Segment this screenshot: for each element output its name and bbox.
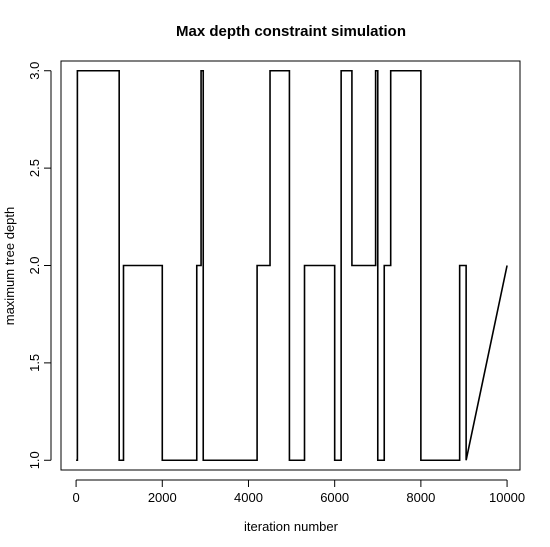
- x-axis: 0 2000 4000 6000 8000 10000: [72, 479, 525, 505]
- x-tick-label: 8000: [406, 490, 435, 505]
- x-tick-label: 2000: [148, 490, 177, 505]
- y-tick-label: 3.0: [27, 62, 42, 80]
- y-tick-label: 1.5: [27, 354, 42, 372]
- x-axis-label: iteration number: [244, 519, 339, 534]
- y-tick-label: 2.5: [27, 159, 42, 177]
- chart-title: Max depth constraint simulation: [176, 23, 406, 40]
- y-axis-label: maximum tree depth: [2, 207, 17, 326]
- max-depth-series-line: [76, 69, 508, 462]
- x-tick-label: 0: [72, 490, 79, 505]
- plot-frame: [60, 60, 521, 471]
- x-tick-label: 10000: [489, 490, 525, 505]
- x-tick-label: 4000: [234, 490, 263, 505]
- y-tick-label: 1.0: [27, 451, 42, 469]
- x-tick-label: 6000: [320, 490, 349, 505]
- y-axis: 1.0 1.5 2.0 2.5 3.0: [27, 62, 52, 469]
- y-tick-label: 2.0: [27, 256, 42, 274]
